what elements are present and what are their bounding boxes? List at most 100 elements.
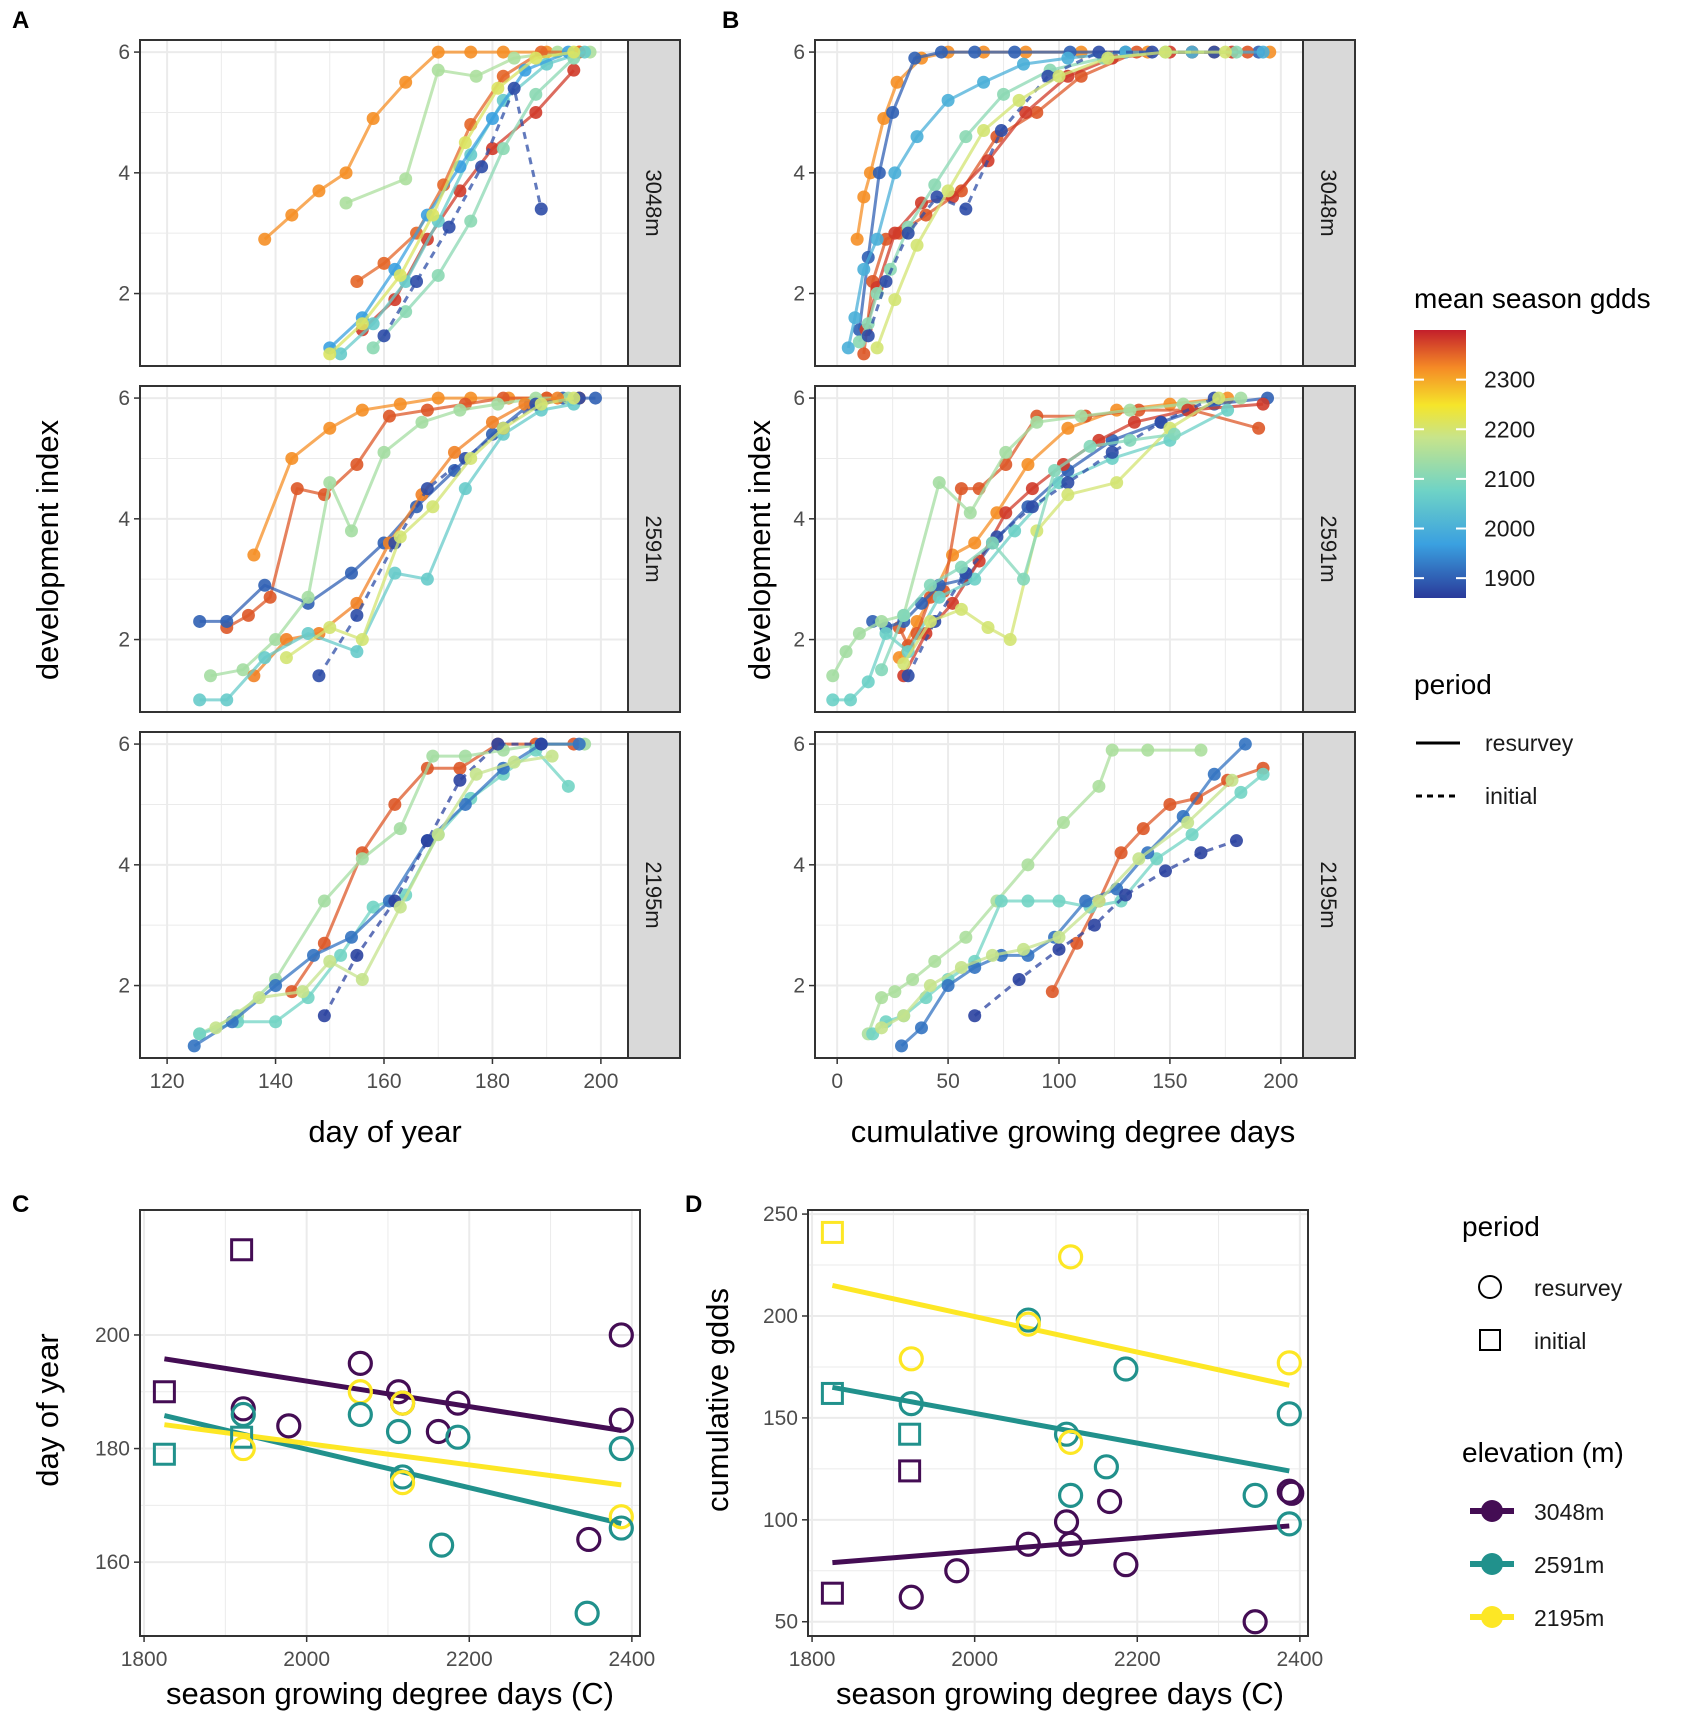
- panel-b-facet-2591m-data-point: [1234, 391, 1248, 405]
- panel-a-facet-2591m-data-point: [312, 669, 326, 683]
- panel-a-facet-3048m-series-line: [382, 86, 543, 337]
- panel-a-facet-3048m-data-point: [567, 63, 581, 77]
- panel-d-y-tick-label: 100: [763, 1509, 798, 1532]
- panel-b-facet-2591m-data-point: [963, 506, 977, 520]
- panel-b-facet-2195m-data-point: [1119, 888, 1133, 902]
- panel-b-facet-3048m-data-point: [997, 87, 1011, 101]
- panel-a-facet-2195m-data-point: [317, 894, 331, 908]
- panel-a-facet-2591m-data-point: [426, 500, 440, 514]
- legend-2195m-label: 2195m: [1534, 1605, 1604, 1631]
- panel-b-facet-2591m-data-point: [1008, 524, 1022, 538]
- panel-c-y-axis-title: day of year: [30, 1333, 65, 1486]
- panel-a-facet-2591m-data-point: [220, 614, 234, 628]
- panel-d-x-tick-label: 1800: [789, 1648, 836, 1671]
- panel-d-x-tick-label: 2400: [1277, 1648, 1324, 1671]
- panel-a-facet-2591m-data-point: [258, 578, 272, 592]
- panel-b-facet-3048m-data-point: [928, 178, 942, 192]
- panel-b-facet-2591m-data-point: [923, 578, 937, 592]
- panel-a-facet-3048m-data-point: [431, 63, 445, 77]
- panel-a-facet-2591m-data-point: [263, 590, 277, 604]
- panel-a-facet-2195m-data-point: [507, 755, 521, 769]
- panel-b-facet-2591m-data-point: [1221, 403, 1235, 417]
- panel-a-facet-2591m-data-point: [518, 397, 532, 411]
- panel-b-facet-2195m-x-tick-label: 50: [936, 1070, 959, 1093]
- panel-a-facet-2591m-data-point: [279, 651, 293, 665]
- panel-b-facet-2591m-strip-label: 2591m: [1316, 515, 1341, 582]
- panel-c-fit-line-3048m: [164, 1356, 622, 1433]
- legend-gdds-title: mean season gdds: [1414, 283, 1651, 314]
- panel-b-facet-3048m-y-tick-label: 2: [793, 283, 805, 306]
- panel-d-point-resurvey-2195m: [1058, 1244, 1084, 1270]
- panel-a-facet-3048m-data-point: [464, 214, 478, 228]
- panel-b-facet-2591m-data-point: [826, 693, 840, 707]
- panel-b-facet-2195m-data-point: [1136, 822, 1150, 836]
- panel-b-facet-2195m-data-point: [1207, 767, 1221, 781]
- panel-b-facet-3048m-data-point: [1229, 45, 1243, 59]
- panel-b-facet-3048m-data-point: [848, 311, 862, 325]
- panel-a-facet-3048m-data-point: [469, 69, 483, 83]
- panel-a-facet-2195m-data-point: [317, 936, 331, 950]
- panel-c-point-resurvey-2591m: [385, 1418, 412, 1445]
- panel-b-facet-2195m-data-point: [968, 1009, 982, 1023]
- panel-c-point-initial-2591m: [230, 1425, 254, 1449]
- panel-d-y-tick-label: 150: [763, 1407, 798, 1430]
- panel-b-facet-2591m-data-point: [897, 657, 911, 671]
- panel-d-x-tick-label: 2200: [1114, 1648, 1161, 1671]
- panel-a-facet-3048m-series-line: [328, 50, 575, 355]
- panel-a-facet-2591m-data-point: [567, 391, 581, 405]
- panel-a-facet-2591m-data-point: [458, 482, 472, 496]
- panel-b-facet-3048m-data-point: [901, 226, 915, 240]
- panel-a-facet-2591m-strip-label: 2591m: [641, 515, 666, 582]
- panel-b-facet-2195m-data-point: [895, 1039, 909, 1053]
- panel-b-facet-2195m-data-point: [954, 960, 968, 974]
- panel-b-facet-2195m-data-point: [1052, 942, 1066, 956]
- panel-b-facet-2195m-data-point: [914, 1021, 928, 1035]
- panel-d-point-resurvey-3048m: [1276, 1478, 1302, 1504]
- panel-b-facet-2591m-data-point: [1252, 421, 1266, 435]
- panel-b-facet-3048m-data-point: [890, 75, 904, 89]
- panel-a-facet-3048m-data-point: [507, 51, 521, 65]
- panel-a-facet-3048m-data-point: [496, 45, 510, 59]
- panel-b-facet-2195m-data-point: [1021, 858, 1035, 872]
- panel-b-facet-2591m-data-point: [1110, 476, 1124, 490]
- panel-a-facet-2195m-strip-label: 2195m: [641, 861, 666, 928]
- panel-a-facet-2195m-data-point: [458, 749, 472, 763]
- panel-d-point-initial-3048m: [898, 1459, 922, 1483]
- panel-c-point-resurvey-2591m: [608, 1515, 634, 1541]
- legend-gdds-tick-label: 1900: [1484, 565, 1535, 591]
- panel-a-facet-2591m-data-point: [236, 663, 250, 677]
- panel-b-facet-3048m-series-line: [866, 50, 1215, 337]
- panel-c-point-resurvey-3048m: [608, 1322, 634, 1348]
- panel-a-facet-2591m-data-point: [350, 645, 364, 659]
- panel-c-point-initial-3048m: [152, 1380, 176, 1404]
- panel-a-facet-2195m-series-line: [215, 754, 553, 1030]
- panel-b-facet-2195m-strip-label: 2195m: [1316, 861, 1341, 928]
- panel-a-facet-3048m-data-point: [529, 51, 543, 65]
- panel-d-point-resurvey-2591m: [1113, 1356, 1139, 1382]
- panel-d-point-resurvey-2591m: [898, 1391, 924, 1417]
- legend-period-bottom-title: period: [1462, 1211, 1540, 1242]
- panel-d-point-initial-2591m: [820, 1381, 844, 1405]
- panel-b-facet-3048m-data-point: [1019, 105, 1033, 119]
- panel-a-facet-2591m-data-point: [447, 445, 461, 459]
- panel-a-facet-2195m-y-tick-label: 6: [118, 733, 130, 756]
- panel-a-facet-2195m-data-point: [572, 737, 586, 751]
- panel-a-facet-2195m-x-tick-label: 140: [258, 1070, 293, 1093]
- panel-b-facet-2195m-data-point: [1234, 785, 1248, 799]
- panel-a-facet-3048m-data-point: [507, 81, 521, 95]
- panel-a-facet-2195m-data-point: [252, 991, 266, 1005]
- panel-b-facet-2591m-data-point: [1003, 633, 1017, 647]
- legend-3048m-label: 3048m: [1534, 1499, 1604, 1525]
- panel-b-facet-2195m-data-point: [1132, 852, 1146, 866]
- panel-a-facet-2195m-data-point: [561, 779, 575, 793]
- panel-b-facet-2591m-data-point: [1025, 482, 1039, 496]
- panel-a-facet-2195m-data-point: [209, 1021, 223, 1035]
- panel-a-facet-2195m-data-point: [350, 948, 364, 962]
- panel-a-facet-2195m-y-tick-label: 4: [118, 854, 130, 877]
- panel-a-facet-2591m-data-point: [220, 693, 234, 707]
- panel-c-point-resurvey-2195m: [608, 1504, 634, 1530]
- panel-a-facet-2591m-data-point: [290, 482, 304, 496]
- panel-b-facet-3048m-data-point: [1030, 105, 1044, 119]
- panel-a-facet-3048m-data-point: [377, 256, 391, 270]
